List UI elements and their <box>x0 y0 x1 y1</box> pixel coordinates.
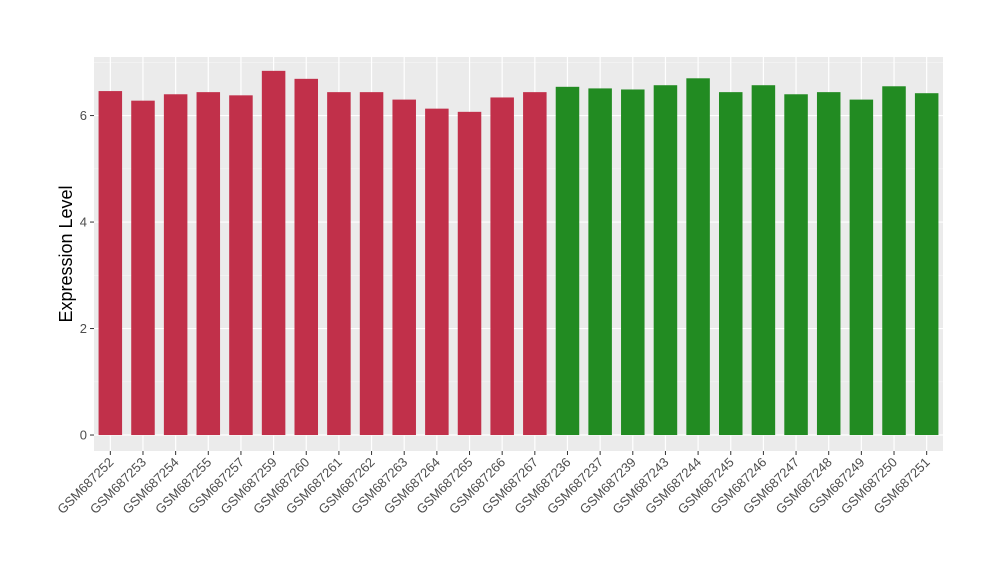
bar-GSM687257 <box>229 95 253 436</box>
bar-GSM687254 <box>163 94 188 436</box>
bar-GSM687237 <box>588 88 612 436</box>
bar-GSM687236 <box>555 86 580 436</box>
bar-GSM687252 <box>98 91 123 436</box>
y-axis-title: Expression Level <box>56 185 76 322</box>
bar-GSM687264 <box>425 108 449 436</box>
bar-GSM687249 <box>849 99 874 436</box>
bar-GSM687267 <box>523 92 547 436</box>
y-axis: 0 2 4 6 <box>80 108 94 443</box>
y-tick-label: 4 <box>80 215 87 230</box>
bar-GSM687263 <box>392 99 416 436</box>
bar-GSM687253 <box>131 100 155 436</box>
bar-GSM687248 <box>816 92 841 436</box>
bar-GSM687246 <box>751 85 776 436</box>
bar-GSM687244 <box>686 78 710 436</box>
bar-GSM687250 <box>882 86 906 436</box>
bar-GSM687239 <box>621 89 645 436</box>
bar-GSM687251 <box>914 93 939 436</box>
bar-GSM687265 <box>457 111 482 436</box>
bar-GSM687262 <box>359 92 384 436</box>
bar-GSM687260 <box>294 78 319 436</box>
y-tick-label: 6 <box>80 108 87 123</box>
x-axis: GSM687252GSM687253GSM687254GSM687255GSM6… <box>54 451 933 517</box>
y-tick-label: 0 <box>80 428 87 443</box>
bars <box>98 70 939 436</box>
bar-GSM687247 <box>784 94 808 436</box>
y-tick-label: 2 <box>80 321 87 336</box>
bar-GSM687266 <box>490 97 514 436</box>
bar-GSM687259 <box>261 70 286 436</box>
bar-GSM687261 <box>327 92 351 436</box>
bar-GSM687243 <box>653 85 678 436</box>
bar-GSM687255 <box>196 92 221 436</box>
bar-GSM687245 <box>718 92 743 436</box>
